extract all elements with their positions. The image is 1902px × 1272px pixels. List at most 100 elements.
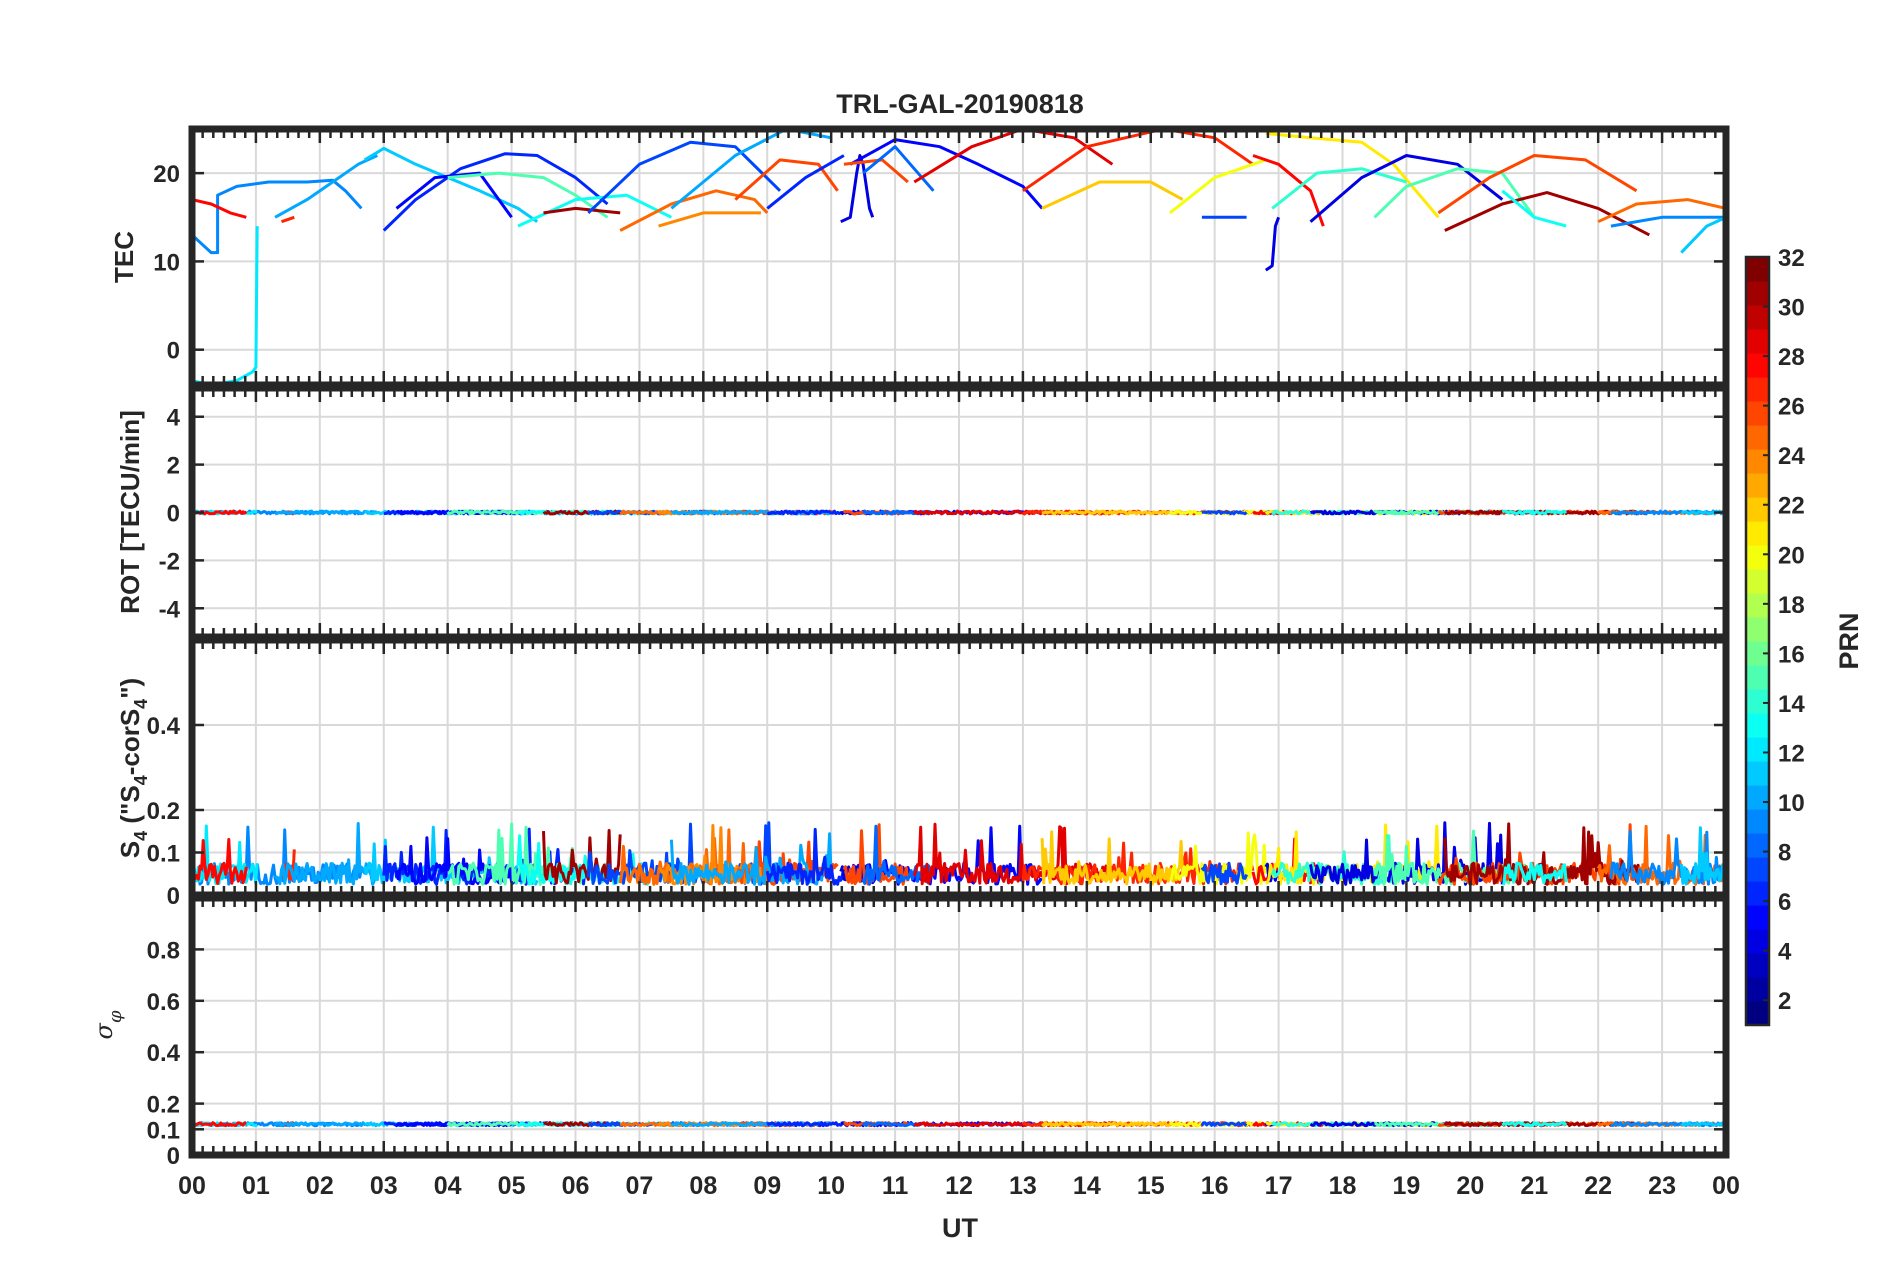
tec-series-line bbox=[1597, 198, 1726, 224]
tec-series-line bbox=[862, 145, 935, 192]
colorbar-tick-label: 8 bbox=[1778, 840, 1791, 867]
colorbar-tick-label: 2 bbox=[1778, 988, 1791, 1015]
tec-series-line bbox=[658, 211, 761, 228]
tec-series-line bbox=[281, 215, 295, 224]
tec-series-line bbox=[1309, 154, 1504, 223]
colorbar-swatch bbox=[1746, 281, 1769, 306]
sp-series-line bbox=[766, 1121, 845, 1128]
s4-series-line bbox=[765, 827, 846, 886]
colorbar-tick-label: 28 bbox=[1778, 344, 1805, 371]
s4-series-line bbox=[1200, 861, 1248, 886]
colorbar-swatch bbox=[1746, 833, 1769, 858]
chart-title: TRL-GAL-20190818 bbox=[836, 89, 1084, 119]
sp-series-line bbox=[1041, 1121, 1183, 1128]
colorbar-swatch bbox=[1746, 617, 1769, 642]
tec-panel: 0 10 20 TEC bbox=[109, 125, 1730, 389]
colorbar-swatch bbox=[1746, 641, 1769, 666]
tec-series-line bbox=[1373, 167, 1536, 219]
tec-series-line bbox=[1271, 167, 1407, 210]
sigma-phi-series-group bbox=[192, 1121, 1726, 1128]
x-tick-label: 10 bbox=[817, 1172, 845, 1200]
x-tick-label: 17 bbox=[1265, 1172, 1293, 1200]
tec-series-line bbox=[1168, 158, 1267, 215]
colorbar-frame bbox=[1744, 255, 1771, 1027]
colorbar-swatch bbox=[1746, 953, 1769, 978]
colorbar-swatch bbox=[1746, 809, 1769, 834]
rot-panel: -4 -2 0 2 4 ROT [TECU/min] bbox=[115, 384, 1730, 641]
sp-series-line bbox=[273, 1121, 379, 1128]
y-tick-label: 20 bbox=[153, 161, 180, 188]
x-tick-label: 23 bbox=[1648, 1172, 1676, 1200]
x-tick-label: 16 bbox=[1201, 1172, 1229, 1200]
x-tick-label: 20 bbox=[1456, 1172, 1484, 1200]
x-tick-label: 22 bbox=[1584, 1172, 1612, 1200]
colorbar-swatch bbox=[1746, 1001, 1769, 1026]
x-tick-label: 05 bbox=[498, 1172, 526, 1200]
tec-y-axis-label: TEC bbox=[109, 231, 139, 283]
rot-series-line bbox=[274, 509, 379, 516]
x-tick-label: 13 bbox=[1009, 1172, 1037, 1200]
x-tick-label: 11 bbox=[882, 1172, 909, 1200]
x-tick-label: 01 bbox=[242, 1172, 270, 1200]
y-tick-label: 0 bbox=[167, 883, 180, 910]
tec-series-line bbox=[1252, 154, 1325, 227]
y-tick-label: 2 bbox=[167, 453, 180, 480]
sp-series-line bbox=[1680, 1121, 1726, 1127]
s4-y-axis-label: S4 ("S4-corS4") bbox=[115, 678, 151, 858]
y-tick-label: 10 bbox=[153, 249, 180, 276]
colorbar-swatch bbox=[1746, 521, 1769, 546]
y-tick-label: 0.2 bbox=[147, 1092, 180, 1119]
s4-series-group bbox=[192, 821, 1726, 886]
colorbar-swatch bbox=[1746, 497, 1769, 522]
s4-series-line bbox=[669, 832, 833, 886]
s4-series-line bbox=[1501, 861, 1568, 886]
colorbar-swatch bbox=[1746, 665, 1769, 690]
y-tick-label: 0.1 bbox=[147, 1117, 180, 1144]
x-tick-label: 08 bbox=[689, 1172, 717, 1200]
colorbar-swatch bbox=[1746, 857, 1769, 882]
tec-series-line bbox=[1264, 216, 1281, 272]
tec-series-line bbox=[1041, 180, 1184, 210]
s4-series-line bbox=[1679, 826, 1726, 886]
y-tick-label: 4 bbox=[167, 405, 181, 432]
colorbar-tick-label: 10 bbox=[1778, 790, 1805, 817]
y-tick-label: 0.2 bbox=[147, 798, 180, 825]
x-tick-label: 07 bbox=[626, 1172, 654, 1200]
colorbar-swatch bbox=[1746, 713, 1769, 738]
colorbar-tick-label: 18 bbox=[1778, 592, 1805, 619]
rot-series-line bbox=[1501, 509, 1568, 516]
s4-series-line bbox=[1443, 822, 1651, 886]
colorbar-swatch bbox=[1746, 593, 1769, 618]
rot-series-line bbox=[542, 509, 622, 516]
x-tick-label: 12 bbox=[945, 1172, 973, 1200]
rot-y-axis-label: ROT [TECU/min] bbox=[115, 410, 145, 614]
tec-series-line bbox=[766, 154, 845, 210]
tec-series-line bbox=[1437, 154, 1638, 215]
s4-panel: 0 0.1 0.2 0.4 S4 ("S4-corS4") bbox=[115, 636, 1730, 910]
colorbar-tick-label: 30 bbox=[1778, 295, 1805, 322]
tec-series-line bbox=[843, 158, 909, 184]
tec-series-line bbox=[1680, 215, 1726, 254]
rot-series-line bbox=[766, 509, 845, 516]
x-tick-label: 04 bbox=[434, 1172, 462, 1200]
rot-series-line bbox=[1201, 509, 1248, 516]
colorbar-swatch bbox=[1746, 881, 1769, 906]
x-tick-label: 09 bbox=[753, 1172, 781, 1200]
x-tick-labels: 00 01 02 03 04 05 06 07 08 09 10 11 12 13 14 15 16 17 18 19… bbox=[178, 1172, 1740, 1200]
sigma-phi-y-axis-label: σφ bbox=[90, 1010, 126, 1039]
x-tick-label: 00 bbox=[1712, 1172, 1740, 1200]
rot-series-group bbox=[192, 509, 1726, 516]
tec-series-line bbox=[619, 189, 769, 232]
tec-series-line bbox=[1610, 215, 1726, 228]
tec-series-line bbox=[382, 152, 609, 232]
colorbar-swatch bbox=[1746, 737, 1769, 762]
x-tick-label: 18 bbox=[1329, 1172, 1357, 1200]
x-tick-label: 15 bbox=[1137, 1172, 1165, 1200]
colorbar-swatch bbox=[1746, 425, 1769, 450]
colorbar-tick-label: 20 bbox=[1778, 542, 1805, 569]
x-axis-label: UT bbox=[942, 1213, 978, 1243]
x-tick-label: 02 bbox=[306, 1172, 334, 1200]
sp-series-line bbox=[192, 1121, 247, 1128]
tec-series-line bbox=[274, 154, 379, 219]
